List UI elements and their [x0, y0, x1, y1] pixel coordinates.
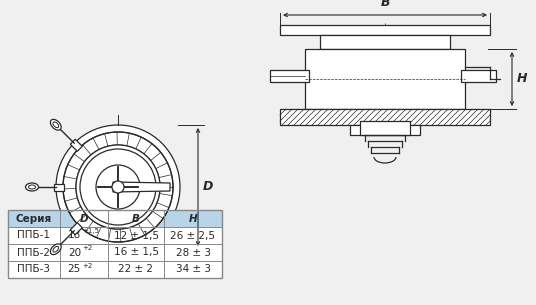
Ellipse shape: [50, 244, 61, 255]
Circle shape: [76, 145, 160, 229]
Text: 34 ± 3: 34 ± 3: [175, 264, 211, 274]
Polygon shape: [70, 223, 83, 235]
Text: ППБ-3: ППБ-3: [18, 264, 50, 274]
Text: 25: 25: [68, 264, 81, 274]
Bar: [461, 70, 496, 82]
Bar: [350, 125, 420, 135]
Text: +1,5: +1,5: [82, 228, 99, 235]
Text: B: B: [380, 0, 390, 9]
Text: H: H: [189, 214, 197, 224]
Circle shape: [112, 181, 124, 193]
Text: ППБ-1: ППБ-1: [18, 231, 50, 241]
Bar: [305, 49, 465, 109]
Text: 12 ± 1,5: 12 ± 1,5: [114, 231, 159, 241]
Text: +2: +2: [82, 246, 92, 252]
Text: 26 ± 2,5: 26 ± 2,5: [170, 231, 215, 241]
Bar: [8, 227, 222, 244]
Polygon shape: [54, 184, 64, 191]
Bar: [8, 210, 222, 278]
Bar: [8, 244, 222, 261]
Polygon shape: [70, 139, 83, 151]
Bar: [270, 70, 309, 82]
Circle shape: [56, 125, 180, 249]
Bar: [280, 109, 490, 125]
Ellipse shape: [28, 185, 35, 189]
Text: +2: +2: [82, 263, 92, 268]
Bar: [8, 210, 222, 227]
Text: B: B: [132, 214, 140, 224]
Bar: [280, 25, 490, 35]
Ellipse shape: [26, 183, 39, 191]
Text: Серия: Серия: [16, 214, 52, 224]
Text: H: H: [517, 73, 527, 85]
Polygon shape: [113, 182, 170, 192]
Bar: [320, 35, 450, 49]
Text: 22 ± 2: 22 ± 2: [118, 264, 153, 274]
Ellipse shape: [53, 246, 58, 252]
Text: D: D: [203, 181, 213, 193]
Text: 16 ± 1,5: 16 ± 1,5: [114, 247, 159, 257]
Text: 18: 18: [68, 231, 81, 241]
Ellipse shape: [53, 122, 58, 127]
Text: D: D: [80, 214, 88, 224]
Text: 28 ± 3: 28 ± 3: [175, 247, 211, 257]
Bar: [360, 121, 410, 135]
Ellipse shape: [50, 119, 61, 130]
Text: 20: 20: [68, 247, 81, 257]
Text: ППБ-2: ППБ-2: [18, 247, 50, 257]
Bar: [8, 261, 222, 278]
